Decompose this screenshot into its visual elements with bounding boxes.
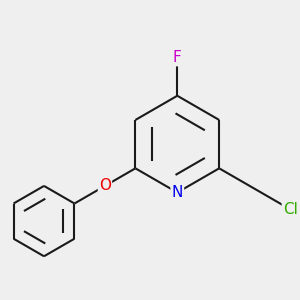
Text: Cl: Cl [283, 202, 298, 217]
Text: O: O [99, 178, 111, 194]
Text: N: N [172, 185, 183, 200]
Text: F: F [173, 50, 182, 65]
